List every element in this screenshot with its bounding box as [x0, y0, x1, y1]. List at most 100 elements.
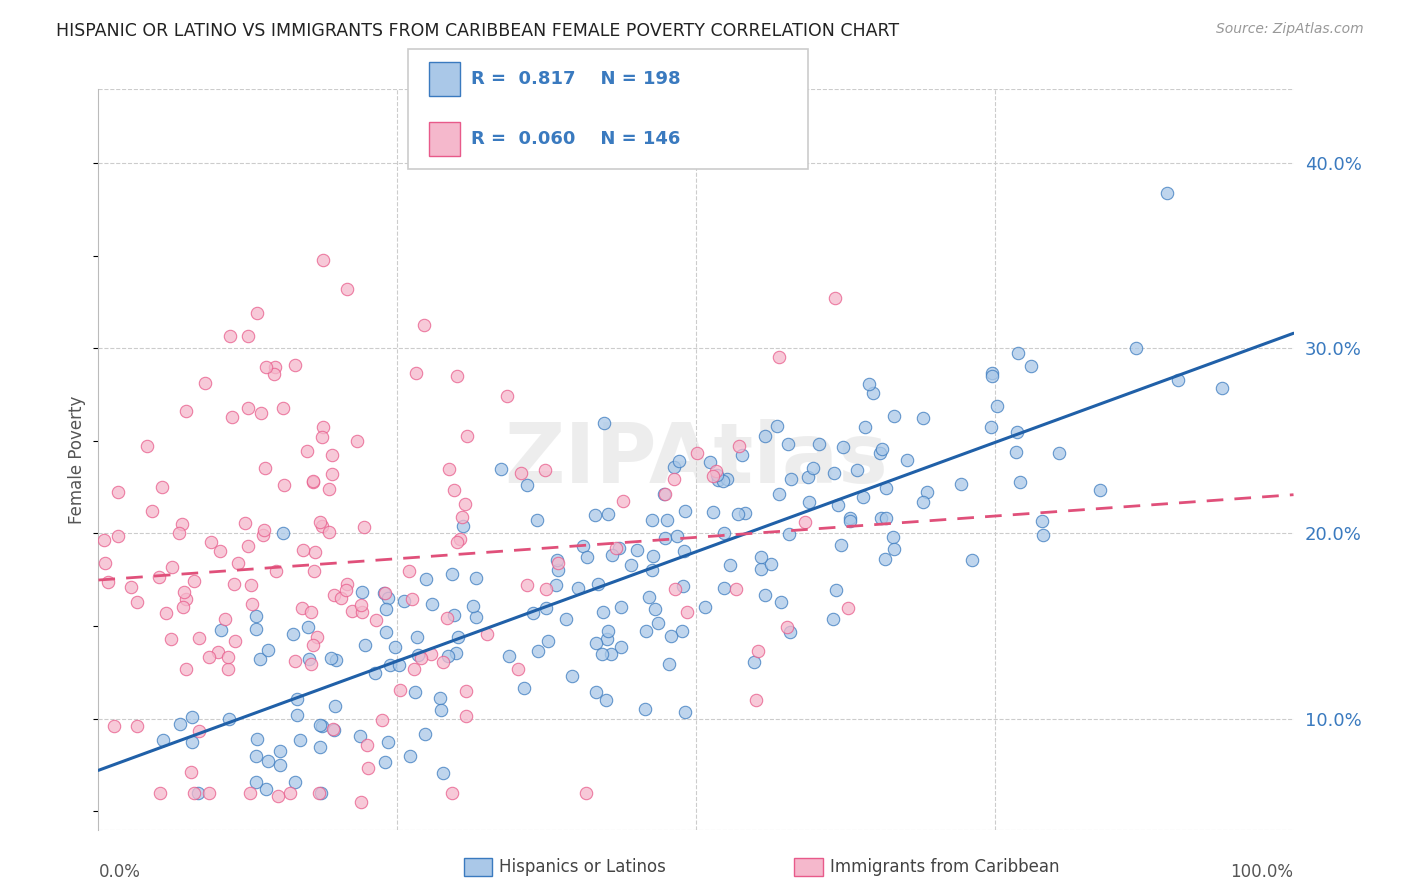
Point [443, 607, 465, 622]
Point [284, 654, 307, 668]
Point [264, 564, 287, 578]
Point [808, 437, 831, 451]
Point [194, 376, 217, 390]
Point [498, 649, 520, 664]
Point [432, 766, 454, 780]
Point [512, 681, 534, 695]
Point [350, 599, 373, 613]
Point [374, 755, 396, 769]
Point [249, 652, 271, 666]
Point [346, 434, 368, 448]
Point [312, 420, 335, 434]
Point [305, 630, 328, 644]
Point [322, 722, 344, 736]
Point [207, 645, 229, 659]
Point [980, 366, 1002, 380]
Point [253, 524, 276, 538]
Point [664, 459, 686, 474]
Point [464, 610, 486, 624]
Point [749, 550, 772, 565]
Point [949, 477, 972, 491]
Point [489, 462, 512, 476]
Point [186, 786, 208, 800]
Point [547, 563, 569, 577]
Point [285, 707, 308, 722]
Point [409, 650, 432, 665]
Point [537, 634, 560, 648]
Point [962, 552, 984, 566]
Point [546, 553, 568, 567]
Point [686, 446, 709, 460]
Point [607, 541, 630, 555]
Point [673, 544, 696, 558]
Point [647, 615, 669, 630]
Text: ZIPAtlas: ZIPAtlas [503, 419, 889, 500]
Point [218, 329, 240, 343]
Point [711, 475, 734, 489]
Point [1005, 445, 1028, 459]
Point [449, 532, 471, 546]
Point [883, 542, 905, 557]
Point [366, 613, 388, 627]
Point [350, 584, 373, 599]
Point [308, 786, 330, 800]
Point [304, 545, 326, 559]
Point [437, 461, 460, 475]
Point [555, 612, 578, 626]
Point [321, 449, 343, 463]
Point [297, 443, 319, 458]
Point [824, 582, 846, 597]
Point [226, 556, 249, 570]
Point [1211, 380, 1233, 394]
Point [284, 358, 307, 372]
Point [180, 734, 202, 748]
Point [823, 466, 845, 480]
Point [245, 622, 267, 636]
Point [526, 513, 548, 527]
Point [398, 749, 420, 764]
Point [250, 406, 273, 420]
Y-axis label: Female Poverty: Female Poverty [67, 395, 86, 524]
Point [870, 511, 893, 525]
Point [246, 731, 269, 746]
Point [401, 591, 423, 606]
Point [291, 543, 314, 558]
Point [672, 579, 695, 593]
Point [373, 586, 395, 600]
Point [273, 478, 295, 492]
Point [94, 556, 117, 570]
Point [456, 709, 478, 723]
Point [174, 404, 197, 418]
Point [183, 786, 205, 800]
Point [394, 594, 416, 608]
Point [447, 630, 470, 644]
Point [420, 597, 443, 611]
Point [374, 586, 396, 600]
Point [325, 653, 347, 667]
Point [318, 482, 340, 496]
Point [716, 472, 738, 486]
Point [245, 775, 267, 789]
Point [444, 646, 467, 660]
Point [217, 662, 239, 676]
Point [759, 558, 782, 572]
Point [291, 600, 314, 615]
Point [252, 527, 274, 541]
Point [356, 738, 378, 752]
Point [869, 446, 891, 460]
Point [693, 600, 716, 615]
Point [311, 719, 333, 733]
Point [246, 306, 269, 320]
Point [596, 624, 619, 638]
Point [852, 490, 875, 504]
Point [896, 452, 918, 467]
Point [640, 513, 662, 527]
Point [441, 786, 464, 800]
Point [749, 562, 772, 576]
Point [699, 455, 721, 469]
Point [610, 600, 633, 615]
Point [592, 605, 614, 619]
Point [702, 505, 724, 519]
Point [188, 724, 211, 739]
Point [149, 786, 172, 800]
